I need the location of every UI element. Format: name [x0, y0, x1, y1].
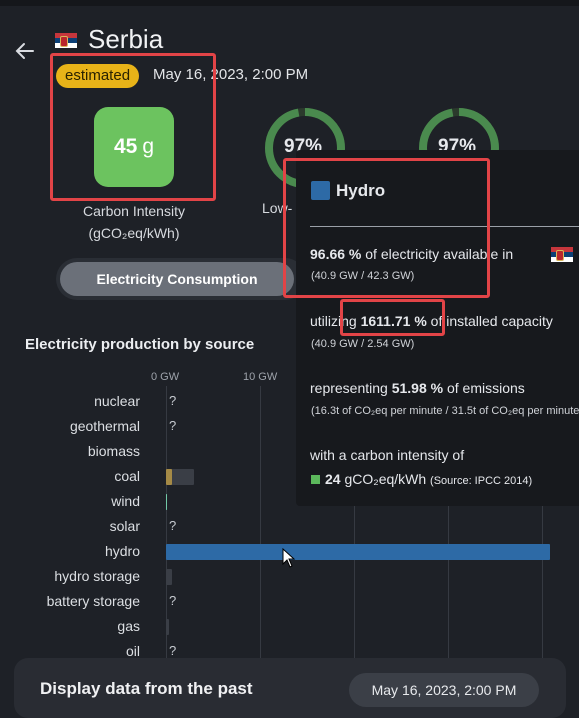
tooltip-ci-line: 24 gCO₂eq/kWh (Source: IPCC 2014) — [325, 471, 532, 487]
tooltip-share-detail: (40.9 GW / 42.3 GW) — [311, 270, 415, 282]
axis-tick-10: 10 GW — [243, 371, 278, 383]
carbon-intensity-unit-caption: (gCO₂eq/kWh) — [88, 225, 180, 241]
tooltip-share-text: of electricity available in — [365, 246, 514, 262]
serbia-flag-icon — [55, 33, 77, 48]
highlight-box — [283, 158, 490, 298]
tooltip-emis-line: representing 51.98 % of emissions — [310, 380, 525, 396]
tooltip-divider — [310, 226, 579, 227]
gridline — [448, 386, 449, 662]
consumption-production-toggle[interactable]: Electricity Consumption — [56, 258, 306, 300]
tooltip-share-line: 96.66 % of electricity available in — [310, 246, 513, 262]
past-data-title: Display data from the past — [40, 679, 253, 698]
source-label-nuclear: nuclear — [94, 393, 140, 409]
source-label-gas: gas — [117, 618, 140, 634]
unknown-value-oil: ? — [169, 643, 177, 658]
source-label-hydro-storage: hydro storage — [54, 568, 140, 584]
source-label-battery-storage: battery storage — [46, 593, 140, 609]
source-label-coal: coal — [114, 468, 140, 484]
tooltip-ci-unit: gCO₂eq/kWh — [344, 471, 427, 487]
electricity-consumption-tab[interactable]: Electricity Consumption — [60, 262, 294, 296]
tooltip-ci-value: 24 — [325, 471, 341, 487]
production-bar-hydro[interactable] — [166, 544, 551, 560]
source-label-geothermal: geothermal — [69, 418, 140, 434]
tooltip-util-text: of installed capacity — [430, 313, 553, 329]
carbon-intensity-label: Carbon Intensity (gCO₂eq/kWh) — [56, 200, 212, 244]
source-label-solar: solar — [109, 518, 140, 534]
tooltip-title: Hydro — [336, 181, 386, 200]
capacity-bar-coal — [166, 469, 195, 485]
chart-title: Electricity production by source — [25, 336, 255, 353]
tooltip-emis-pct: 51.98 % — [391, 380, 444, 396]
tooltip-util-line: utilizing 1611.71 % of installed capacit… — [310, 313, 553, 329]
unknown-value-solar: ? — [169, 518, 177, 533]
unknown-value-nuclear: ? — [169, 393, 177, 408]
tooltip-util-prefix: utilizing — [310, 313, 357, 329]
highlight-box — [340, 299, 445, 336]
header-datetime: May 16, 2023, 2:00 PM — [153, 66, 309, 83]
gridline — [542, 386, 543, 662]
production-bar-wind[interactable] — [166, 494, 168, 510]
tooltip-util-pct: 1611.71 % — [360, 313, 427, 329]
tooltip-share-pct: 96.66 % — [310, 246, 362, 262]
mouse-cursor-icon — [282, 547, 296, 573]
source-label-oil: oil — [125, 643, 140, 659]
gridline — [260, 386, 261, 662]
carbon-intensity-unit: g — [142, 135, 155, 158]
capacity-bar-gas — [166, 619, 170, 635]
unknown-value-geothermal: ? — [169, 418, 177, 433]
estimated-badge: estimated — [56, 64, 140, 88]
source-label-biomass: biomass — [87, 443, 140, 459]
source-label-hydro: hydro — [104, 543, 140, 559]
tooltip-emis-prefix: representing — [310, 380, 388, 396]
unknown-value-battery-storage: ? — [169, 593, 177, 608]
axis-tick-0: 0 GW — [151, 371, 180, 383]
capacity-bar-hydro-storage — [166, 569, 172, 585]
back-arrow-icon[interactable] — [14, 40, 36, 62]
country-title: Serbia — [88, 24, 164, 54]
hydro-color-swatch — [311, 181, 330, 200]
gridline — [354, 386, 355, 662]
tooltip-ci-prefix: with a carbon intensity of — [310, 447, 465, 463]
past-date-picker[interactable]: May 16, 2023, 2:00 PM — [349, 673, 539, 707]
carbon-intensity-value: 45 — [113, 135, 138, 158]
carbon-intensity-caption: Carbon Intensity — [83, 203, 185, 219]
ci-color-swatch — [311, 475, 320, 484]
tooltip-util-detail: (40.9 GW / 2.54 GW) — [311, 338, 415, 350]
carbon-intensity-tile: 45 g — [94, 107, 174, 187]
serbia-flag-icon — [551, 247, 573, 262]
tooltip-emis-text: of emissions — [446, 380, 525, 396]
tooltip-emis-detail: (16.3t of CO₂eq per minute / 31.5t of CO… — [311, 405, 579, 417]
tooltip-ci-source: (Source: IPCC 2014) — [430, 475, 533, 487]
hydro-tooltip — [296, 150, 579, 506]
gridline — [166, 386, 167, 662]
highlight-box — [50, 53, 216, 201]
production-bar-coal[interactable] — [166, 469, 172, 485]
source-label-wind: wind — [111, 493, 140, 509]
top-bar — [0, 0, 579, 6]
